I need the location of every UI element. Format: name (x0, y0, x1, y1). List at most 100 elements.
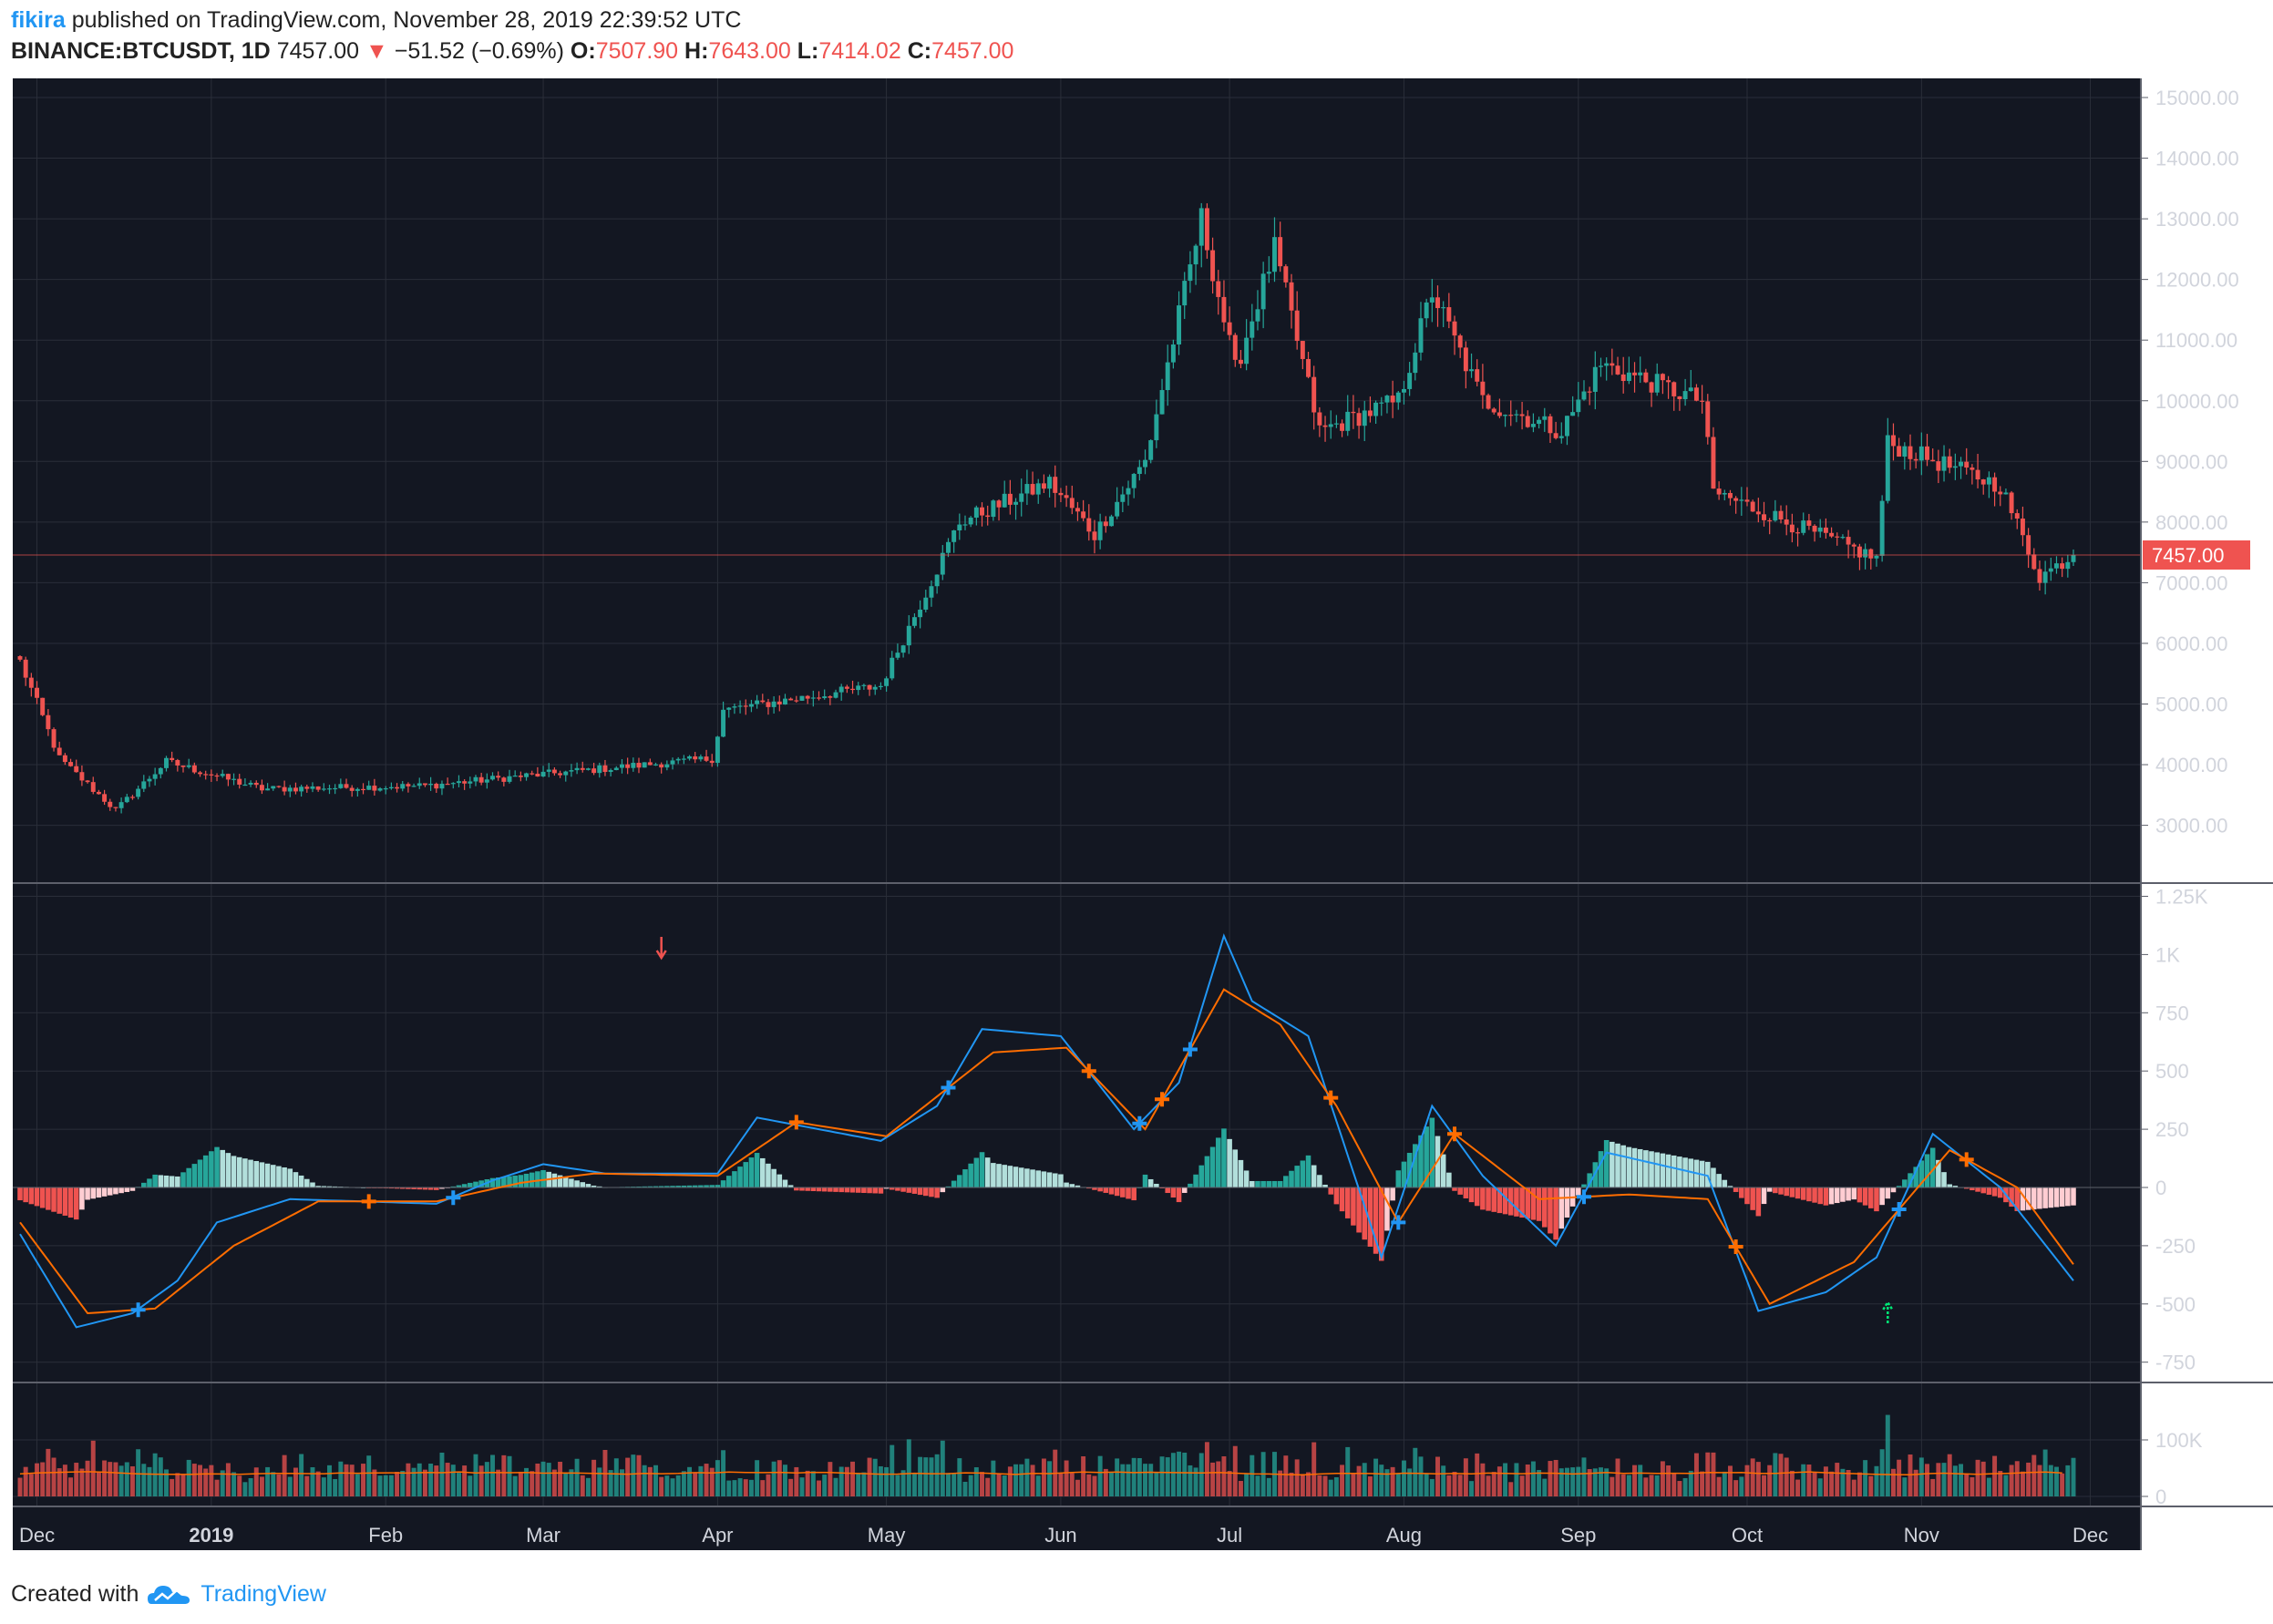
volume-bar (1863, 1460, 1868, 1496)
price-candle-body (276, 786, 282, 787)
macd-histogram-bar (242, 1158, 248, 1187)
price-candle-body (118, 802, 124, 808)
price-candle-body (777, 701, 782, 705)
price-pane[interactable] (13, 202, 2141, 814)
price-candle-body (1643, 372, 1649, 383)
price-candle-body (985, 515, 991, 518)
symbol-name[interactable]: BINANCE:BTCUSDT, 1D (11, 38, 271, 64)
volume-bar (74, 1463, 79, 1496)
price-candle-body (2071, 554, 2076, 562)
volume-bar (439, 1452, 445, 1496)
volume-bar (817, 1480, 821, 1496)
volume-bar (108, 1462, 113, 1496)
price-candle-body (1496, 412, 1502, 416)
volume-bar (1739, 1476, 1744, 1496)
price-candle-body (1975, 469, 1980, 480)
price-candle-body (698, 756, 704, 760)
price-candle-body (51, 729, 57, 748)
macd-pane[interactable] (13, 933, 2141, 1329)
price-candle-body (1260, 273, 1266, 310)
macd-histogram-bar (118, 1187, 124, 1194)
volume-bar (1306, 1472, 1311, 1496)
volume-bar (1925, 1464, 1929, 1496)
volume-bar (2071, 1457, 2076, 1496)
price-candle-body (1795, 532, 1801, 534)
macd-histogram-bar (760, 1157, 766, 1187)
volume-bar (496, 1469, 501, 1496)
price-candle-body (1486, 395, 1491, 409)
macd-histogram-bar (535, 1171, 540, 1187)
volume-bar (1097, 1455, 1103, 1496)
macd-histogram-bar (1328, 1187, 1333, 1195)
volume-bar (349, 1465, 355, 1496)
macd-histogram-bar (1463, 1187, 1469, 1198)
cross-marker (1576, 1189, 1591, 1205)
volume-bar (2060, 1473, 2065, 1496)
tradingview-brand[interactable]: TradingView (201, 1580, 326, 1607)
open-label: O: (570, 38, 596, 64)
publish-info: fikira published on TradingView.com, Nov… (11, 7, 741, 34)
volume-pane[interactable] (17, 1414, 2076, 1496)
volume-bar (1913, 1469, 1918, 1496)
price-candle-body (102, 794, 108, 802)
macd-histogram-bar (1181, 1187, 1188, 1193)
price-candle-body (1835, 536, 1840, 538)
macd-histogram-bar (1654, 1152, 1661, 1187)
time-tick-label: Apr (702, 1524, 733, 1547)
price-candle-body (304, 786, 310, 789)
volume-bar (1638, 1465, 1643, 1496)
volume-bar (1519, 1475, 1525, 1496)
volume-bar (1232, 1445, 1238, 1496)
macd-histogram-bar (1024, 1168, 1030, 1187)
volume-bar (1576, 1466, 1581, 1496)
macd-histogram-bar (1260, 1180, 1266, 1187)
volume-bar (1069, 1473, 1075, 1496)
macd-histogram-bar (1378, 1187, 1384, 1261)
price-candle-body (799, 695, 805, 701)
macd-histogram-bar (934, 1187, 940, 1198)
macd-histogram-bar (1266, 1180, 1272, 1187)
macd-histogram-bar (1035, 1170, 1042, 1187)
author-name[interactable]: fikira (11, 7, 66, 33)
price-candle-body (1373, 402, 1379, 416)
macd-histogram-bar (2025, 1187, 2031, 1210)
tradingview-cloud-icon (148, 1586, 190, 1604)
volume-bar (1086, 1474, 1092, 1496)
macd-histogram-bar (929, 1187, 934, 1197)
macd-histogram-bar (1773, 1187, 1778, 1194)
cross-marker (788, 1115, 804, 1130)
volume-bar (338, 1461, 344, 1496)
macd-histogram-bar (1980, 1187, 1987, 1194)
volume-bar (906, 1439, 911, 1496)
price-candle-body (1660, 374, 1665, 381)
price-candle-body (23, 659, 28, 678)
price-candle-body (96, 791, 101, 795)
price-candle-body (1418, 318, 1424, 353)
volume-bar (1210, 1462, 1216, 1496)
macd-histogram-bar (518, 1175, 524, 1187)
macd-histogram-bar (698, 1185, 704, 1187)
macd-histogram-bar (1232, 1149, 1239, 1187)
macd-histogram-bar (253, 1160, 260, 1187)
volume-bar (395, 1472, 400, 1496)
volume-bar (563, 1473, 569, 1496)
price-tick-label: 7000.00 (2155, 571, 2228, 594)
macd-histogram-bar (158, 1175, 164, 1187)
macd-histogram-bar (732, 1171, 737, 1187)
macd-histogram-bar (67, 1187, 74, 1218)
macd-histogram-bar (1784, 1187, 1789, 1197)
price-candle-body (535, 773, 540, 777)
macd-histogram-bar (855, 1187, 861, 1193)
macd-histogram-bar (1305, 1155, 1311, 1187)
volume-bar (540, 1461, 546, 1496)
macd-histogram-bar (1496, 1187, 1503, 1214)
volume-bar (1823, 1466, 1828, 1496)
volume-tick-label: 0 (2155, 1485, 2166, 1508)
macd-histogram-bar (1339, 1187, 1345, 1212)
macd-histogram-bar (1722, 1179, 1728, 1187)
macd-histogram-bar (2020, 1187, 2026, 1211)
macd-histogram-bar (1041, 1171, 1047, 1187)
price-candle-body (265, 788, 271, 791)
macd-histogram-bar (1823, 1187, 1829, 1206)
macd-tick-label: 1K (2155, 943, 2180, 966)
